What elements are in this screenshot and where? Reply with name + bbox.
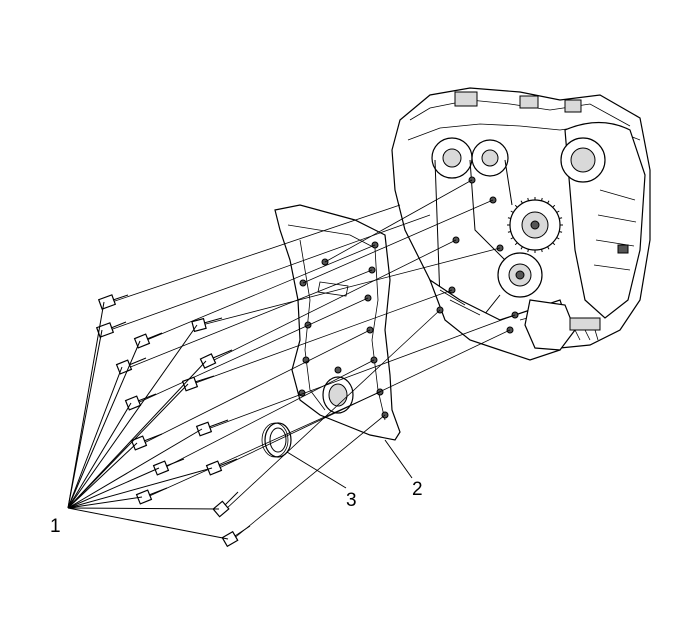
gear-tooth: [556, 210, 560, 213]
gear-tooth: [556, 237, 560, 240]
gear-tooth: [520, 200, 523, 204]
gear-tooth: [520, 246, 523, 250]
engine-assembly: [391, 87, 651, 361]
crank-sprocket: [497, 252, 543, 298]
alignment-lines: [109, 179, 516, 541]
leader-lines: [67, 301, 413, 540]
gear-tooth: [540, 197, 543, 201]
gear-tooth: [510, 237, 514, 240]
callout-2: 2: [412, 479, 423, 500]
gear-tooth: [559, 230, 563, 233]
callout-1: 1: [50, 516, 61, 537]
gear-tooth: [559, 217, 563, 220]
gear-tooth: [514, 242, 518, 246]
gear-tooth: [552, 204, 556, 208]
gear-tooth: [507, 230, 511, 233]
gear-tooth: [510, 210, 514, 213]
crankshaft-front-oil-seal: [261, 422, 292, 458]
gear-tooth: [547, 246, 550, 250]
gear-tooth: [514, 204, 518, 208]
gear-tooth: [507, 217, 511, 220]
gear-tooth: [527, 249, 530, 253]
gear-tooth: [527, 197, 530, 201]
idler-gear: [507, 197, 563, 253]
cam-sprockets: [431, 137, 509, 179]
callout-3: 3: [346, 490, 357, 511]
gear-tooth: [540, 249, 543, 253]
gear-tooth: [547, 200, 550, 204]
engine-front-cover: [274, 204, 401, 441]
gear-tooth: [552, 242, 556, 246]
